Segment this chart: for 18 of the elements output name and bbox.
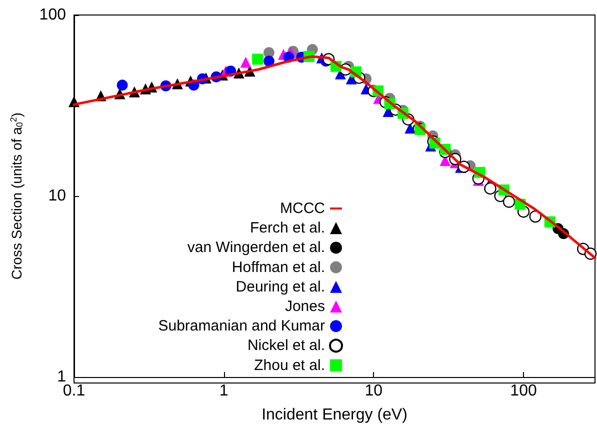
legend-label: Jones bbox=[284, 298, 325, 315]
x-axis-title: Incident Energy (eV) bbox=[262, 406, 408, 424]
legend-label: van Wingerden et al. bbox=[187, 239, 325, 256]
legend-label: MCCC bbox=[280, 200, 326, 217]
x-tick-label: 1 bbox=[219, 382, 228, 400]
y-tick-label: 1 bbox=[57, 368, 66, 386]
legend-label: Deuring et al. bbox=[236, 278, 325, 296]
legend-label: Ferch et al. bbox=[250, 220, 325, 237]
y-tick-label: 10 bbox=[48, 188, 66, 204]
legend-label: Subramanian and Kumar bbox=[158, 318, 326, 335]
y-axis-title: Cross Section (units of a02) bbox=[8, 112, 24, 280]
y-tick-label: 100 bbox=[39, 6, 66, 24]
x-tick-label: 100 bbox=[510, 382, 537, 400]
x-tick-label: 10 bbox=[364, 382, 383, 400]
legend-label: Hoffman et al. bbox=[232, 258, 325, 276]
legend-label: Nickel et al. bbox=[247, 337, 325, 354]
legend-label: Zhou et al. bbox=[254, 356, 325, 374]
x-tick-label: 0.1 bbox=[62, 382, 86, 400]
